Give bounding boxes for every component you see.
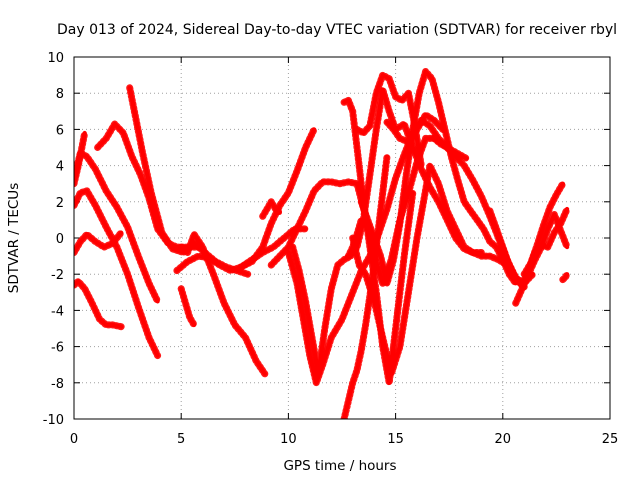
series-line-t3 [74,188,160,358]
y-tick-label: -8 [51,377,64,392]
series-line-t18 [350,163,484,376]
x-axis-label: GPS time / hours [283,458,396,474]
series-line-t15 [342,154,390,419]
y-tick-label: -4 [51,304,64,319]
y-tick-label: -10 [43,413,64,428]
x-axis-ticks: 0 5 10 15 20 25 [70,57,618,447]
series-line-t17 [354,72,424,168]
series-line-t11 [239,127,317,270]
series-line-t25 [560,272,570,282]
y-tick-label: 2 [56,196,64,211]
y-axis-label: SDTVAR / TECUs [6,183,22,293]
series-line-t26 [260,199,282,219]
series-line-t5 [74,230,124,255]
series-line-t2 [74,150,160,304]
y-tick-label: -6 [51,341,64,356]
x-tick-label: 15 [387,432,404,447]
y-tick-label: 4 [56,160,64,175]
series-line-t23 [513,212,570,306]
plot-series [74,68,571,419]
series-line-t20 [384,112,445,145]
series-line-t9 [179,286,197,327]
series-line-t8 [179,232,267,376]
y-axis-ticks: -10 -8 -6 -4 -2 0 2 4 6 8 10 [43,51,610,428]
series-line-t16 [342,98,415,385]
y-tick-label: 0 [56,232,64,247]
x-tick-label: 20 [495,432,512,447]
x-tick-label: 5 [177,432,185,447]
y-tick-label: 6 [56,123,64,138]
series-marks-t4 [74,277,125,331]
series-line-t4 [74,279,124,329]
series-line-t21 [432,136,469,161]
series-line-t24 [522,181,565,277]
y-tick-label: 8 [56,87,64,102]
y-tick-label: -2 [51,268,64,283]
series-line-t27 [346,217,364,259]
plot-frame [73,56,611,420]
x-tick-label: 25 [602,432,619,447]
y-tick-label: 10 [47,51,64,66]
grid [74,57,610,419]
x-tick-label: 0 [70,432,78,447]
chart-title: Day 013 of 2024, Sidereal Day-to-day VTE… [57,22,617,38]
series-line-t19 [359,69,518,286]
x-tick-label: 10 [280,432,297,447]
